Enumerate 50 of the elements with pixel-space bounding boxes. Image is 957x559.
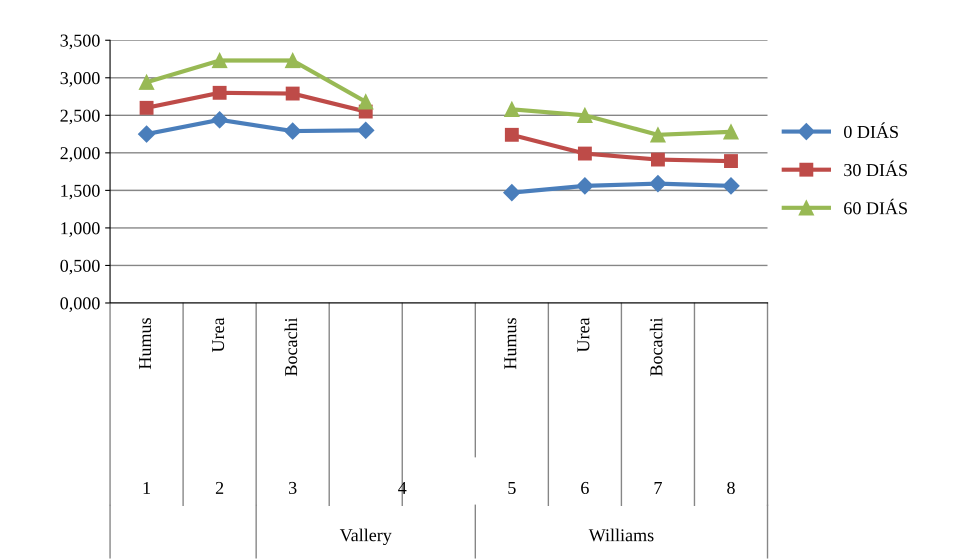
x-tick-label: Urea: [212, 318, 224, 352]
point: [285, 52, 300, 68]
text: 1: [144, 482, 150, 494]
y-tick-label: 0,000: [60, 297, 100, 312]
text: 6: [581, 482, 589, 494]
y-tick-label: 1,500: [61, 184, 100, 200]
point: [138, 126, 156, 143]
point: [286, 86, 300, 100]
text: 7: [654, 482, 662, 494]
point: [140, 100, 154, 115]
x-tick-label: Bocachi: [650, 318, 662, 376]
point: [211, 111, 228, 128]
y-tick-label: 2,000: [60, 147, 100, 162]
point: [357, 122, 374, 139]
text: 3: [289, 482, 296, 494]
y-tick-label: 0,500: [60, 260, 100, 274]
legend-label: 0 DIÁS: [844, 122, 898, 138]
point: [650, 152, 665, 167]
y-tick-label: 2,500: [60, 110, 100, 124]
text: Vallery: [340, 528, 392, 546]
point: [723, 124, 739, 140]
text: Williams: [588, 528, 654, 542]
point: [650, 127, 666, 142]
text: 8: [727, 482, 735, 494]
point: [212, 86, 227, 100]
point: [212, 52, 228, 68]
point: [576, 177, 594, 194]
point: [284, 122, 302, 140]
y-tick-label: 1,000: [61, 222, 100, 237]
point: [504, 102, 520, 117]
point: [358, 94, 374, 110]
point: [577, 108, 593, 123]
x-tick-label: Humus: [504, 318, 516, 370]
x-tick-label: Urea: [577, 318, 590, 352]
y-tick-label: 3,500: [60, 34, 100, 50]
point: [649, 175, 666, 192]
y-tick-label: 3,000: [60, 72, 100, 87]
point: [724, 154, 738, 168]
text: 4: [398, 482, 406, 494]
x-tick-label: Humus: [139, 318, 152, 370]
point: [138, 74, 154, 90]
point: [578, 146, 592, 161]
point: [503, 184, 520, 202]
legend-label: 60 DIÁS: [844, 198, 907, 214]
text: 5: [508, 482, 516, 494]
point: [504, 128, 519, 142]
point: [722, 177, 740, 194]
legend-label: 30 DIÁS: [844, 160, 907, 176]
text: 2: [216, 482, 224, 494]
x-tick-label: Bocachi: [284, 318, 298, 376]
